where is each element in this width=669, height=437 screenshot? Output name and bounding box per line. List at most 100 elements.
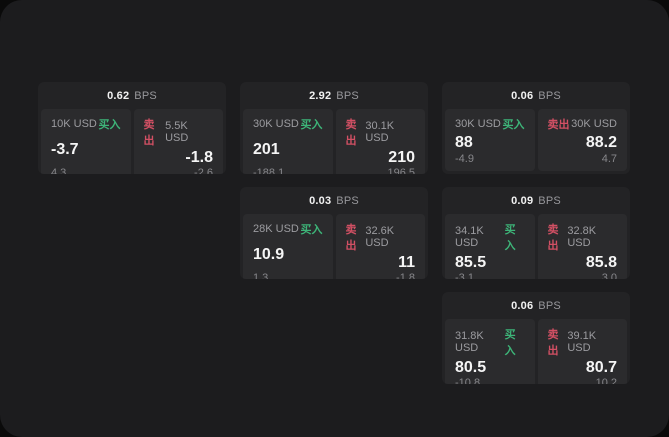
sell-sub-value: -1.8: [396, 272, 415, 280]
buy-cell-top: 28K USD 买入: [253, 221, 323, 237]
sell-cell-top: 卖出 32.6K USD: [346, 221, 416, 253]
bps-value: 0.06: [511, 299, 534, 312]
sell-badge: 卖出: [143, 119, 155, 147]
buy-badge: 买入: [504, 224, 516, 252]
quote-card: 0.09 BPS 34.1K USD 买入 85.5 -3.1 卖出 32.8K…: [442, 187, 630, 279]
buy-amount-label: 34.1K USD: [455, 225, 484, 249]
buy-cell-top: 30K USD 买入: [455, 116, 525, 132]
sell-cell-top: 卖出 30.1K USD: [346, 116, 416, 148]
buy-badge: 买入: [300, 224, 323, 236]
sell-cell[interactable]: 卖出 5.5K USD -1.8 -2.6: [133, 109, 223, 174]
card-body: 30K USD 买入 88 -4.9 卖出 30K USD 88.2 4.7: [442, 109, 630, 174]
sell-price: 210: [388, 149, 415, 166]
sell-cell-top: 卖出 32.8K USD: [548, 221, 618, 253]
quote-card: 0.06 BPS 31.8K USD 买入 80.5 -10.8 卖出 39.1…: [442, 292, 630, 384]
sell-cell-top: 卖出 39.1K USD: [548, 326, 618, 358]
bps-unit-label: BPS: [538, 299, 561, 312]
card-header: 0.06 BPS: [442, 292, 630, 319]
sell-amount-label: 32.8K USD: [567, 225, 597, 249]
buy-badge: 买入: [504, 329, 516, 357]
buy-sub-value: -10.8: [455, 377, 481, 385]
card-header: 0.03 BPS: [240, 187, 428, 214]
card-header: 0.62 BPS: [38, 82, 226, 109]
card-header: 2.92 BPS: [240, 82, 428, 109]
sell-sub-value: 196.5: [387, 167, 415, 175]
buy-sub-value: -3.1: [455, 272, 474, 280]
bps-unit-label: BPS: [336, 89, 359, 102]
buy-cell-top: 31.8K USD 买入: [455, 326, 525, 358]
sell-price: 88.2: [585, 134, 617, 151]
card-header: 0.06 BPS: [442, 82, 630, 109]
buy-cell[interactable]: 30K USD 买入 88 -4.9: [445, 109, 535, 171]
buy-cell[interactable]: 28K USD 买入 10.9 1.3: [243, 214, 333, 279]
buy-cell[interactable]: 30K USD 买入 201 -188.1: [243, 109, 333, 174]
card-body: 30K USD 买入 201 -188.1 卖出 30.1K USD 210 1…: [240, 109, 428, 174]
bps-value: 0.06: [511, 89, 534, 102]
buy-price: 85.5: [455, 254, 487, 271]
buy-price: 80.5: [455, 359, 487, 376]
sell-sub-value: 3.0: [601, 272, 617, 280]
sell-badge: 卖出: [547, 329, 559, 357]
bps-unit-label: BPS: [538, 89, 561, 102]
sell-price: 11: [398, 254, 415, 271]
buy-amount-label: 28K USD: [253, 223, 299, 235]
buy-cell[interactable]: 34.1K USD 买入 85.5 -3.1: [445, 214, 535, 279]
sell-cell-top: 卖出 30K USD: [548, 116, 618, 132]
sell-cell[interactable]: 卖出 30.1K USD 210 196.5: [335, 109, 425, 175]
cards-grid: 0.62 BPS 10K USD 买入 -3.7 4.3 卖出 5.5K USD…: [38, 82, 630, 384]
card-body: 31.8K USD 买入 80.5 -10.8 卖出 39.1K USD 80.…: [442, 319, 630, 384]
quote-card: 0.03 BPS 28K USD 买入 10.9 1.3 卖出 32.6K US…: [240, 187, 428, 279]
sell-cell[interactable]: 卖出 32.8K USD 85.8 3.0: [537, 214, 627, 280]
quote-card: 0.06 BPS 30K USD 买入 88 -4.9 卖出 30K USD 8…: [442, 82, 630, 174]
sell-amount-label: 30.1K USD: [365, 120, 395, 144]
bps-unit-label: BPS: [336, 194, 359, 207]
buy-price: 10.9: [253, 246, 285, 263]
bps-unit-label: BPS: [538, 194, 561, 207]
quote-card: 0.62 BPS 10K USD 买入 -3.7 4.3 卖出 5.5K USD…: [38, 82, 226, 174]
sell-sub-value: 10.2: [595, 377, 617, 385]
sell-badge: 卖出: [547, 119, 570, 131]
buy-amount-label: 30K USD: [455, 118, 501, 130]
buy-cell-top: 34.1K USD 买入: [455, 221, 525, 253]
bps-value: 0.03: [309, 194, 332, 207]
sell-amount-label: 30K USD: [571, 118, 617, 130]
sell-price: -1.8: [185, 149, 213, 166]
buy-sub-value: -188.1: [253, 167, 285, 175]
sell-cell[interactable]: 卖出 30K USD 88.2 4.7: [537, 109, 627, 171]
buy-price: 201: [253, 141, 280, 158]
buy-badge: 买入: [98, 119, 121, 131]
buy-sub-value: 4.3: [51, 167, 67, 175]
buy-badge: 买入: [502, 119, 525, 131]
card-body: 28K USD 买入 10.9 1.3 卖出 32.6K USD 11 -1.8: [240, 214, 428, 279]
buy-cell-top: 30K USD 买入: [253, 116, 323, 132]
sell-price: 85.8: [585, 254, 617, 271]
sell-badge: 卖出: [547, 224, 559, 252]
bps-value: 0.09: [511, 194, 534, 207]
bps-value: 2.92: [309, 89, 332, 102]
card-header: 0.09 BPS: [442, 187, 630, 214]
buy-amount-label: 31.8K USD: [455, 330, 484, 354]
quote-card: 2.92 BPS 30K USD 买入 201 -188.1 卖出 30.1K …: [240, 82, 428, 174]
sell-cell[interactable]: 卖出 32.6K USD 11 -1.8: [335, 214, 425, 280]
bps-unit-label: BPS: [134, 89, 157, 102]
sell-badge: 卖出: [345, 119, 357, 147]
card-body: 34.1K USD 买入 85.5 -3.1 卖出 32.8K USD 85.8…: [442, 214, 630, 279]
bps-value: 0.62: [107, 89, 130, 102]
sell-amount-label: 39.1K USD: [567, 330, 597, 354]
sell-amount-label: 5.5K USD: [165, 120, 189, 144]
buy-price: 88: [455, 134, 473, 151]
sell-badge: 卖出: [345, 224, 357, 252]
sell-cell-top: 卖出 5.5K USD: [144, 116, 214, 148]
buy-cell-top: 10K USD 买入: [51, 116, 121, 132]
buy-price: -3.7: [51, 141, 79, 158]
sell-amount-label: 32.6K USD: [365, 225, 395, 249]
sell-cell[interactable]: 卖出 39.1K USD 80.7 10.2: [537, 319, 627, 385]
buy-cell[interactable]: 10K USD 买入 -3.7 4.3: [41, 109, 131, 174]
card-body: 10K USD 买入 -3.7 4.3 卖出 5.5K USD -1.8 -2.…: [38, 109, 226, 174]
sell-sub-value: 4.7: [601, 153, 617, 165]
buy-sub-value: -4.9: [455, 153, 474, 165]
buy-cell[interactable]: 31.8K USD 买入 80.5 -10.8: [445, 319, 535, 384]
buy-sub-value: 1.3: [253, 272, 269, 280]
sell-price: 80.7: [585, 359, 617, 376]
